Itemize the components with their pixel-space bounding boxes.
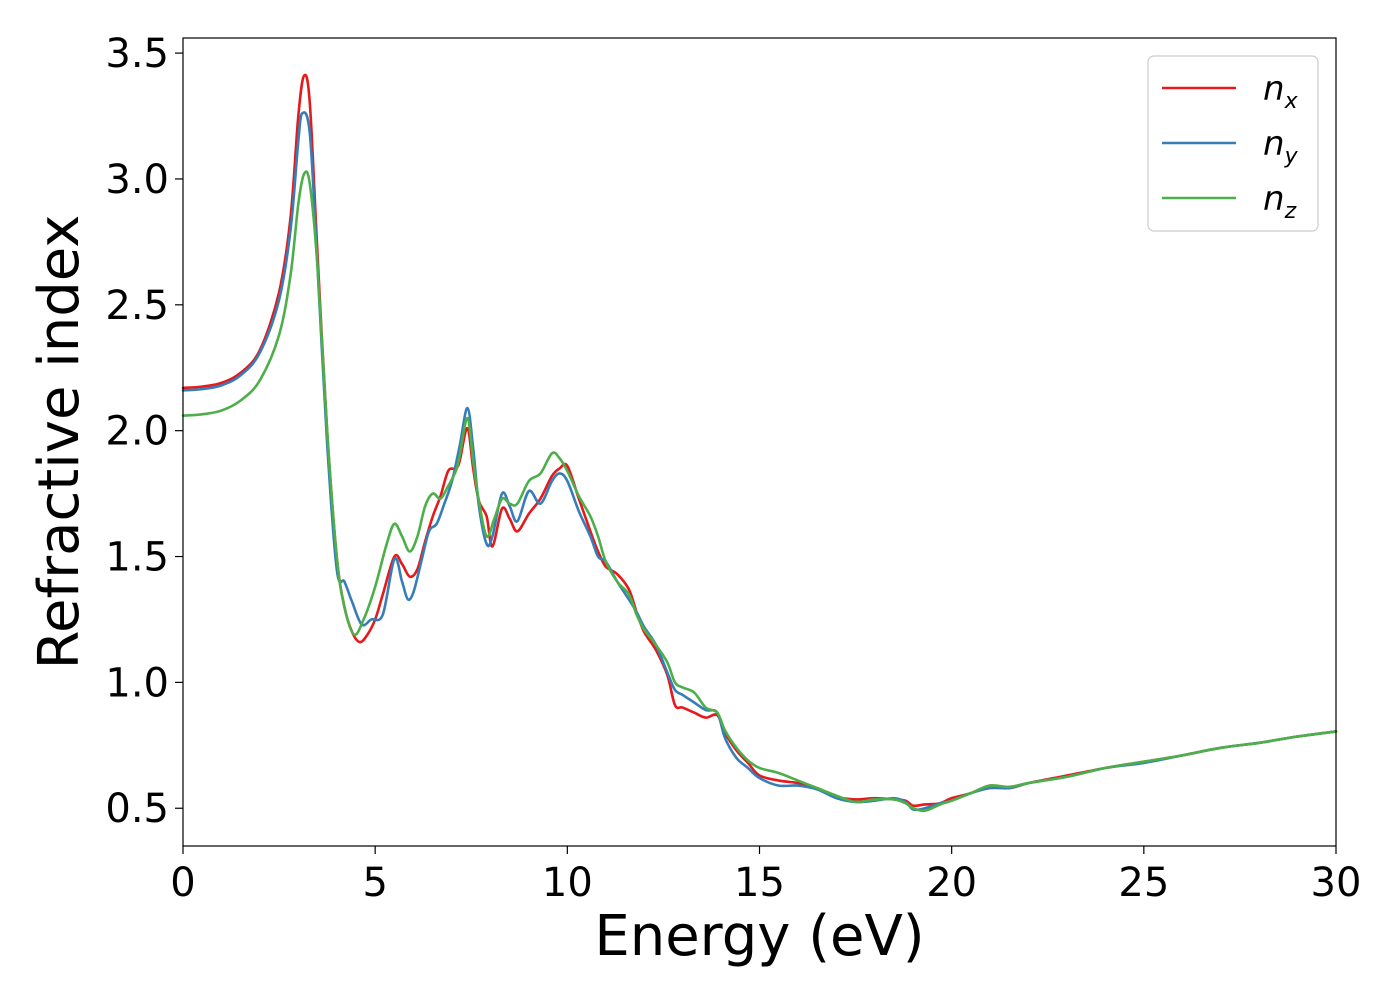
x-tick-label: 25 — [1118, 860, 1169, 906]
y-tick-label: 2.0 — [105, 409, 169, 455]
x-axis-ticks: 0 5 10 15 20 25 30 — [170, 846, 1361, 906]
y-axis-ticks: 0.5 1.0 1.5 2.0 2.5 3.0 3.5 — [105, 31, 183, 832]
legend-label-x: nx — [1263, 69, 1299, 114]
y-tick-label: 1.5 — [105, 535, 169, 581]
plot-frame — [182, 37, 1337, 847]
legend-label-y: ny — [1263, 124, 1299, 169]
x-tick-label: 15 — [734, 860, 785, 906]
legend: nx ny nz — [1147, 55, 1319, 232]
legend-label-z: nz — [1263, 179, 1297, 224]
series-lines — [181, 73, 1338, 813]
x-tick-label: 5 — [362, 860, 387, 906]
y-axis-label: Refractive index — [27, 215, 92, 670]
y-tick-label: 2.5 — [105, 283, 169, 329]
y-tick-label: 3.0 — [105, 157, 169, 203]
y-tick-label: 3.5 — [105, 31, 169, 77]
x-axis-label: Energy (eV) — [594, 904, 924, 969]
y-tick-label: 1.0 — [105, 660, 169, 706]
y-tick-label: 0.5 — [105, 786, 169, 832]
x-tick-label: 0 — [170, 860, 195, 906]
x-tick-label: 20 — [926, 860, 977, 906]
series-line-z — [181, 170, 1338, 813]
x-tick-label: 30 — [1311, 860, 1362, 906]
x-tick-label: 10 — [542, 860, 593, 906]
